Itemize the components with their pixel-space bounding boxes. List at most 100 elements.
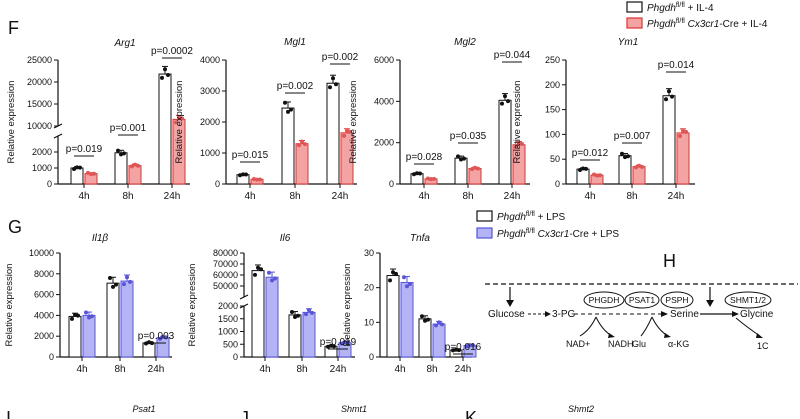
data-point: [253, 272, 257, 277]
metabolite-glucose: Glucose: [488, 309, 525, 320]
data-point: [434, 323, 438, 328]
nad-arc: [579, 316, 597, 337]
y-tick-label: 25000: [27, 55, 52, 65]
data-point: [307, 308, 311, 313]
bar: [295, 143, 309, 185]
y-tick-label: 8000: [34, 269, 54, 279]
y-tick-label: 0: [233, 352, 238, 362]
data-point: [108, 275, 112, 280]
x-tick-label: 8h: [426, 364, 437, 375]
bar: [418, 318, 432, 358]
bar: [454, 157, 468, 185]
bar: [618, 155, 632, 185]
panel-label-i: I: [6, 408, 11, 419]
data-point: [286, 109, 290, 114]
cofactor-nad: NAD+: [566, 339, 590, 349]
legend-swatch-cko-lps: [476, 227, 493, 239]
x-tick-label: 24h: [455, 364, 472, 375]
y-tick-label: 60000: [213, 270, 238, 280]
legend-label-control-lps: Phgdhfl/fl + LPS: [497, 211, 566, 223]
enzyme-psat1: [624, 291, 660, 309]
y-tick-label: 10: [364, 317, 374, 327]
data-point: [300, 139, 304, 144]
data-point: [125, 275, 129, 280]
y-tick-label: 4000: [374, 96, 394, 106]
data-point: [626, 154, 630, 159]
y-tick-label: 0: [369, 352, 374, 362]
data-point: [290, 309, 294, 314]
data-point: [130, 164, 134, 169]
data-point: [273, 276, 277, 281]
data-point: [119, 152, 123, 157]
bar: [251, 270, 265, 358]
data-point: [329, 343, 333, 348]
y-tick-label: 4000: [200, 55, 220, 65]
data-point: [437, 320, 441, 325]
bar: [120, 280, 134, 358]
y-tick-label: 6000: [374, 55, 394, 65]
y-tick-label: 1000: [218, 327, 238, 337]
chart-tnfa: Tnfa Relative expression 0 10 20 30 4h 8h 24h p=0…: [342, 233, 482, 375]
data-point: [84, 310, 88, 315]
data-point: [334, 82, 338, 87]
chart-title: Il6: [280, 233, 291, 244]
x-tick-label: 24h: [332, 191, 349, 202]
data-point: [326, 344, 330, 349]
data-point: [598, 173, 602, 178]
bottom-title-psat1: Psat1: [132, 404, 155, 414]
x-tick-label: 24h: [164, 191, 181, 202]
data-point: [415, 171, 419, 176]
data-point: [75, 165, 79, 170]
y-axis-label: Relative expression: [187, 264, 198, 347]
data-point: [111, 284, 115, 289]
data-point: [462, 156, 466, 161]
data-point: [116, 148, 120, 153]
y-tick-label: 50: [550, 154, 560, 164]
data-point: [256, 265, 260, 270]
data-point: [270, 278, 274, 283]
x-tick-label: 24h: [148, 364, 165, 375]
data-point: [343, 340, 347, 345]
data-point: [304, 312, 308, 317]
y-axis-label: Relative expression: [342, 264, 353, 347]
p-value-annotation: p=0.016: [445, 342, 482, 353]
y-tick-label: 200: [545, 80, 560, 90]
y-tick-label: 2000: [374, 138, 394, 148]
data-point: [440, 322, 444, 327]
data-point: [289, 107, 293, 112]
data-point: [177, 115, 181, 120]
p-value-annotation: p=0.007: [614, 131, 651, 142]
data-point: [592, 172, 596, 177]
bar: [386, 275, 400, 358]
data-point: [667, 89, 671, 94]
panel-label-j: J: [240, 408, 249, 419]
y-tick-label: 1000: [200, 148, 220, 158]
glucose-import-arrowhead: [506, 300, 514, 307]
cofactor-nadh: NADH: [608, 339, 634, 349]
y-tick-label: 250: [545, 55, 560, 65]
y-tick-label: 0: [49, 352, 54, 362]
metabolite-serine: Serine: [670, 309, 699, 320]
bar: [302, 311, 316, 358]
data-point: [348, 129, 352, 134]
y-tick-label: 2000: [218, 301, 238, 311]
x-tick-label: 4h: [78, 191, 89, 202]
y-tick-label: 20000: [27, 77, 52, 87]
chart-title: Mgl1: [284, 37, 306, 48]
bar: [632, 166, 646, 185]
bar: [265, 276, 279, 358]
y-tick-label: 2000: [32, 147, 52, 157]
y-tick-label: 4000: [34, 310, 54, 320]
y-tick-label: 10000: [27, 121, 52, 131]
p-value-annotation: p=0.028: [406, 152, 443, 163]
akg-arrowhead: [664, 333, 671, 338]
data-point: [500, 101, 504, 106]
y-tick-label: 0: [555, 179, 560, 189]
data-point: [160, 75, 164, 80]
bar: [326, 82, 340, 185]
pathway-diagram: Glucose 3-PG Serine Glycine PHGDH PSAT1 …: [485, 283, 798, 351]
data-point: [345, 128, 349, 133]
bottom-title-shmt1: Shmt1: [341, 404, 367, 414]
y-tick-label: 6000: [34, 290, 54, 300]
x-tick-label: 8h: [296, 364, 307, 375]
